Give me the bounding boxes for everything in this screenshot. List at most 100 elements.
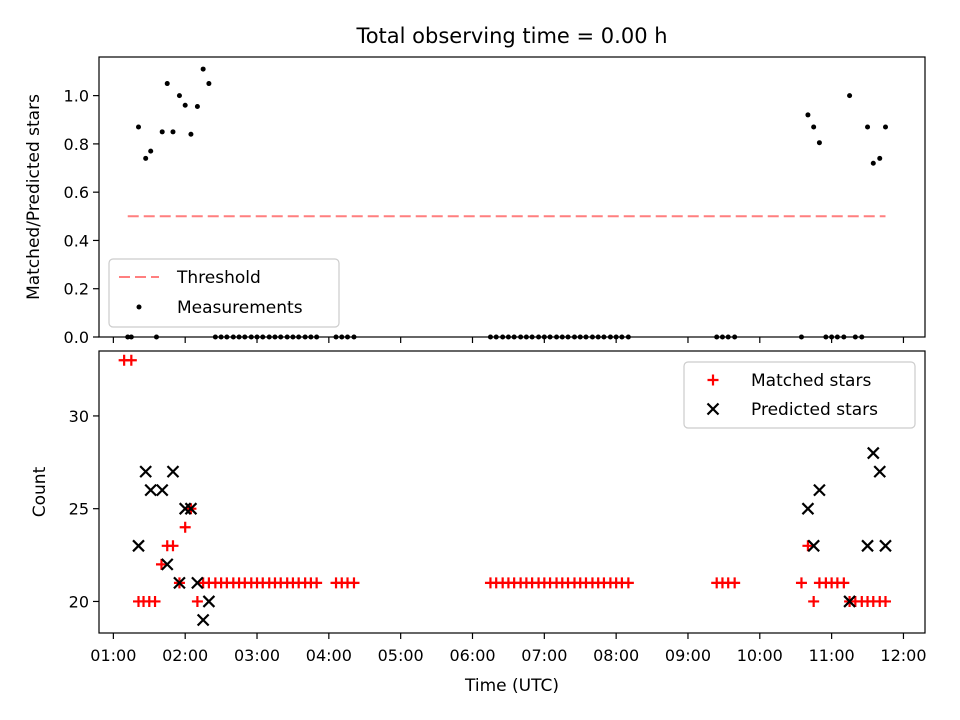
- measurement-point: [847, 93, 853, 99]
- measurement-point: [206, 81, 212, 87]
- matched-star-marker: [729, 577, 741, 589]
- legend-matched-marker: [707, 374, 719, 386]
- matched-star-marker: [795, 577, 807, 589]
- legend-predicted-label: Predicted stars: [751, 400, 878, 420]
- figure-title: Total observing time = 0.00 h: [355, 24, 667, 48]
- top-axes-frame: [98, 56, 926, 338]
- bottom-x-tick-label: 11:00: [809, 646, 855, 665]
- top-legend: Threshold Measurements: [108, 258, 340, 328]
- matched-star-marker: [311, 577, 323, 589]
- bottom-y-tick-label: 25: [69, 500, 89, 519]
- predicted-star-marker: [178, 502, 192, 515]
- matched-star-marker: [125, 354, 137, 366]
- predicted-star-marker: [191, 576, 204, 590]
- measurement-point: [811, 124, 817, 130]
- matched-star-marker: [622, 577, 634, 589]
- bottom-y-tick-label: 20: [69, 592, 89, 611]
- bottom-y-tick-label: 30: [69, 407, 89, 426]
- measurement-point: [882, 124, 888, 130]
- predicted-star-marker: [132, 539, 145, 553]
- top-y-label: Matched/Predicted stars: [24, 94, 44, 300]
- matched-stars-points: [118, 354, 891, 607]
- measurement-point: [188, 131, 194, 137]
- measurement-point: [200, 66, 206, 72]
- measurement-point: [159, 129, 165, 135]
- predicted-star-marker: [807, 539, 820, 553]
- measurement-point: [870, 160, 876, 166]
- measurement-point: [148, 148, 154, 154]
- bottom-x-tick-label: 05:00: [378, 646, 424, 665]
- measurement-point: [194, 103, 200, 109]
- predicted-star-marker: [813, 483, 826, 497]
- predicted-star-marker: [184, 502, 198, 515]
- top-legend-box: [108, 258, 340, 328]
- top-panel: 0.0 0.2 0.4 0.6 0.8 1.0 Matched/Predicted sta…: [24, 56, 926, 347]
- legend-measurements-swatch: [136, 304, 142, 310]
- bottom-y-axis: 20 25 30: [69, 407, 99, 611]
- top-x-tick-marks: [112, 337, 905, 343]
- predicted-star-marker: [139, 465, 152, 478]
- measurement-point: [865, 124, 871, 130]
- predicted-star-marker: [202, 595, 216, 608]
- legend-matched-label: Matched stars: [751, 371, 871, 391]
- legend-threshold-label: Threshold: [176, 268, 261, 288]
- measurement-point: [170, 129, 176, 135]
- bottom-x-tick-label: 07:00: [521, 646, 567, 665]
- bottom-x-tick-label: 01:00: [90, 646, 136, 665]
- predicted-star-marker: [873, 465, 887, 478]
- top-y-tick-label: 0.4: [64, 231, 89, 250]
- matched-star-marker: [167, 540, 179, 552]
- matched-star-marker: [348, 577, 360, 589]
- matched-star-marker: [179, 521, 191, 533]
- top-y-tick-label: 1.0: [64, 87, 89, 106]
- predicted-star-marker: [879, 539, 892, 553]
- matched-star-marker: [879, 595, 891, 607]
- legend-measurements-label: Measurements: [177, 298, 303, 318]
- matched-star-marker: [802, 540, 814, 552]
- bottom-x-tick-label: 10:00: [737, 646, 783, 665]
- matched-star-marker: [191, 595, 203, 607]
- measurement-point: [136, 124, 142, 130]
- bottom-legend: Matched stars Predicted stars: [683, 361, 916, 429]
- matched-star-marker: [155, 558, 167, 570]
- bottom-x-tick-label: 12:00: [880, 646, 926, 665]
- bottom-x-axis: 01:00 02:00 03:00 04:00 05:00 06:00 07:00 08:00…: [90, 633, 927, 665]
- predicted-star-marker: [173, 576, 186, 590]
- predicted-star-marker: [867, 446, 880, 460]
- bottom-x-tick-label: 08:00: [593, 646, 639, 665]
- top-y-tick-label: 0.8: [64, 135, 89, 154]
- top-y-axis: 0.0 0.2 0.4 0.6 0.8 1.0: [64, 87, 99, 347]
- x-axis-label: Time (UTC): [464, 676, 559, 696]
- predicted-star-marker: [144, 483, 157, 497]
- bottom-panel: 20 25 30 01:00 02:00 03:00 04:00 05:00 06:00 07:…: [30, 350, 927, 696]
- top-y-tick-label: 0.0: [64, 328, 89, 347]
- matched-star-marker: [149, 595, 161, 607]
- bottom-x-tick-label: 06:00: [449, 646, 495, 665]
- bottom-x-tick-label: 09:00: [665, 646, 711, 665]
- predicted-star-marker: [801, 502, 815, 515]
- bottom-x-tick-label: 04:00: [306, 646, 352, 665]
- bottom-legend-box: [683, 361, 916, 429]
- legend-predicted-swatch: [706, 402, 720, 416]
- bottom-axes-frame: [98, 350, 926, 634]
- predicted-star-marker: [160, 558, 174, 571]
- predicted-star-marker: [155, 483, 169, 497]
- measurement-point: [805, 112, 811, 118]
- predicted-star-marker: [196, 613, 210, 627]
- legend-predicted-marker: [706, 402, 720, 416]
- measurement-point: [816, 140, 822, 146]
- bottom-x-tick-label: 02:00: [162, 646, 208, 665]
- bottom-x-tick-label: 03:00: [234, 646, 280, 665]
- predicted-star-marker: [861, 539, 874, 553]
- matched-star-marker: [808, 595, 820, 607]
- predicted-star-marker: [843, 595, 856, 608]
- measurement-point: [143, 155, 149, 161]
- predicted-stars-points: [132, 446, 892, 627]
- top-y-tick-label: 0.2: [64, 280, 89, 299]
- measurement-point: [877, 155, 883, 161]
- measurement-point: [182, 102, 188, 108]
- measurement-point: [164, 81, 170, 87]
- legend-matched-swatch: [707, 374, 719, 386]
- measurement-point: [176, 93, 182, 99]
